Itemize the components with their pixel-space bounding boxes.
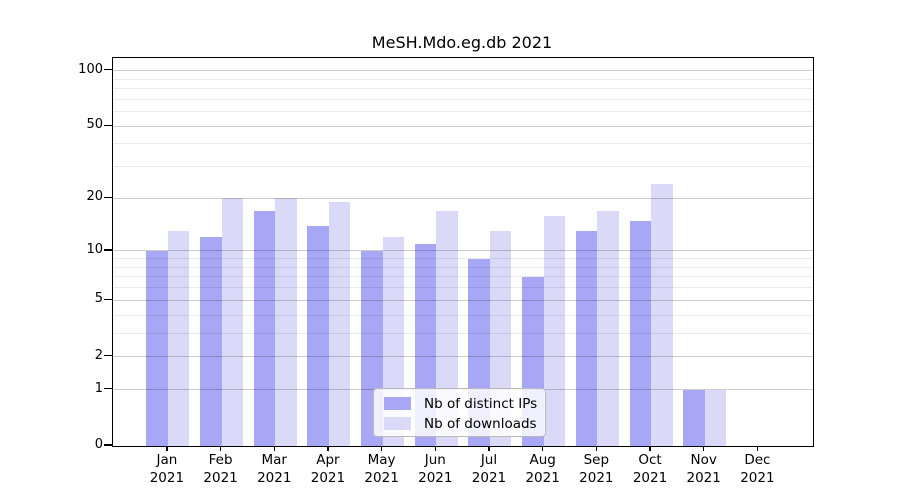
major-gridline <box>113 299 813 301</box>
y-tick <box>104 68 112 71</box>
y-tick-label-2: 2 <box>94 347 103 363</box>
minor-gridline <box>113 287 813 289</box>
plot-area <box>112 57 814 447</box>
x-tick-label-apr: Apr 2021 <box>310 452 346 486</box>
minor-gridline <box>113 143 813 145</box>
x-tick <box>541 446 544 451</box>
legend-label-downloads: Nb of downloads <box>424 415 537 432</box>
x-tick-label-may: May 2021 <box>364 452 399 486</box>
x-tick-label-oct: Oct 2021 <box>632 452 668 486</box>
legend-swatch-downloads <box>384 417 411 430</box>
x-tick <box>219 446 222 451</box>
x-tick <box>649 446 651 451</box>
bar-mar-distinct-ips <box>253 210 276 446</box>
y-tick <box>104 387 112 390</box>
y-tick <box>104 249 112 251</box>
x-tick-label-jan: Jan 2021 <box>149 452 185 486</box>
minor-gridline <box>113 166 813 168</box>
x-tick-label-sep: Sep 2021 <box>579 452 614 486</box>
x-tick <box>703 446 705 451</box>
bar-feb-distinct-ips <box>200 237 222 446</box>
y-tick <box>104 444 112 446</box>
major-gridline <box>113 125 813 127</box>
minor-gridline <box>113 98 813 100</box>
x-tick <box>380 446 383 451</box>
minor-gridline <box>113 266 813 268</box>
bar-nov-distinct-ips <box>683 389 705 446</box>
x-tick-label-dec: Dec 2021 <box>740 452 775 486</box>
legend-swatch-distinct-ips <box>384 397 411 410</box>
x-tick-label-jul: Jul 2021 <box>471 452 507 486</box>
x-tick <box>166 446 168 451</box>
x-tick <box>756 446 759 451</box>
bar-jan-downloads <box>167 231 190 446</box>
x-tick <box>434 446 436 451</box>
y-tick <box>104 124 112 126</box>
y-tick-label-5: 5 <box>94 291 103 307</box>
bar-sep-distinct-ips <box>575 231 598 446</box>
x-tick <box>327 446 329 451</box>
major-gridline <box>113 197 813 199</box>
x-tick-label-jun: Jun 2021 <box>418 452 453 486</box>
y-tick-label-20: 20 <box>86 189 103 205</box>
x-tick <box>273 446 275 451</box>
bar-jan-distinct-ips <box>146 251 168 446</box>
y-tick-label-10: 10 <box>86 241 103 257</box>
x-tick-label-mar: Mar 2021 <box>257 452 292 486</box>
minor-gridline <box>113 78 813 80</box>
major-gridline <box>113 356 813 358</box>
bar-feb-downloads <box>221 198 244 446</box>
y-tick-label-1: 1 <box>94 380 103 396</box>
x-tick-label-feb: Feb 2021 <box>203 452 238 486</box>
minor-gridline <box>113 314 813 316</box>
y-tick-label-100: 100 <box>78 61 103 77</box>
bar-apr-distinct-ips <box>307 225 329 446</box>
bar-jun-downloads <box>436 210 458 446</box>
chart-title: MeSH.Mdo.eg.db 2021 <box>371 33 553 52</box>
bar-oct-distinct-ips <box>629 220 652 446</box>
y-tick-label-50: 50 <box>86 117 103 133</box>
bar-nov-downloads <box>704 389 727 446</box>
minor-gridline <box>113 111 813 113</box>
bar-sep-downloads <box>597 210 619 446</box>
y-tick <box>104 298 112 300</box>
minor-gridline <box>113 258 813 260</box>
bar-aug-downloads <box>543 215 566 446</box>
legend-entry-downloads: Nb of downloads <box>384 414 545 433</box>
y-tick <box>104 196 112 199</box>
legend-label-distinct-ips: Nb of distinct IPs <box>424 395 538 412</box>
y-tick <box>104 354 112 357</box>
x-tick <box>488 446 490 451</box>
x-tick-label-aug: Aug 2021 <box>525 452 560 486</box>
legend: Nb of distinct IPs Nb of downloads <box>373 388 546 437</box>
major-gridline <box>113 250 813 252</box>
x-tick-label-nov: Nov 2021 <box>686 452 721 486</box>
minor-gridline <box>113 88 813 90</box>
x-tick <box>595 446 598 451</box>
bar-mar-downloads <box>275 198 297 446</box>
minor-gridline <box>113 276 813 278</box>
legend-entry-distinct-ips: Nb of distinct IPs <box>384 394 545 413</box>
minor-gridline <box>113 332 813 334</box>
major-gridline <box>113 70 813 72</box>
bar-oct-downloads <box>651 184 673 446</box>
bar-apr-downloads <box>328 202 351 446</box>
y-tick-label-0: 0 <box>94 437 103 452</box>
